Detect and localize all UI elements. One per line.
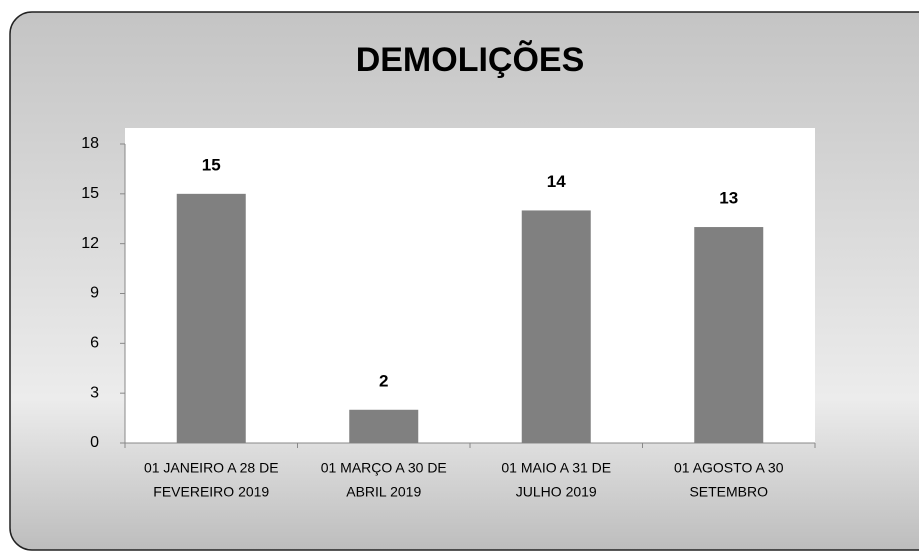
y-tick-label: 15 — [81, 185, 99, 202]
y-tick-label: 6 — [90, 335, 99, 352]
x-tick-label: 01 JANEIRO A 28 DE — [144, 460, 279, 476]
y-tick-label: 9 — [90, 285, 99, 302]
x-tick-label: 01 MAIO A 31 DE — [501, 460, 611, 476]
x-tick-label: SETEMBRO — [689, 484, 768, 500]
bar — [349, 409, 419, 443]
x-tick-label: ABRIL 2019 — [346, 484, 421, 500]
data-label: 13 — [719, 189, 738, 208]
x-tick-label: 01 MARÇO A 30 DE — [321, 460, 447, 476]
y-tick-label: 12 — [81, 235, 99, 252]
y-tick-label: 0 — [90, 434, 99, 451]
data-label: 2 — [379, 371, 388, 390]
x-tick-label: 01 AGOSTO A 30 — [674, 460, 784, 476]
y-tick-label: 3 — [90, 384, 99, 401]
bar — [694, 227, 764, 443]
data-label: 15 — [202, 155, 221, 174]
data-label: 14 — [547, 172, 566, 191]
chart-title: DEMOLIÇÕES — [356, 41, 585, 79]
bar — [521, 210, 591, 443]
y-tick-label: 18 — [81, 135, 99, 152]
x-tick-label: FEVEREIRO 2019 — [153, 484, 269, 500]
bar — [176, 193, 246, 443]
x-tick-label: JULHO 2019 — [516, 484, 597, 500]
